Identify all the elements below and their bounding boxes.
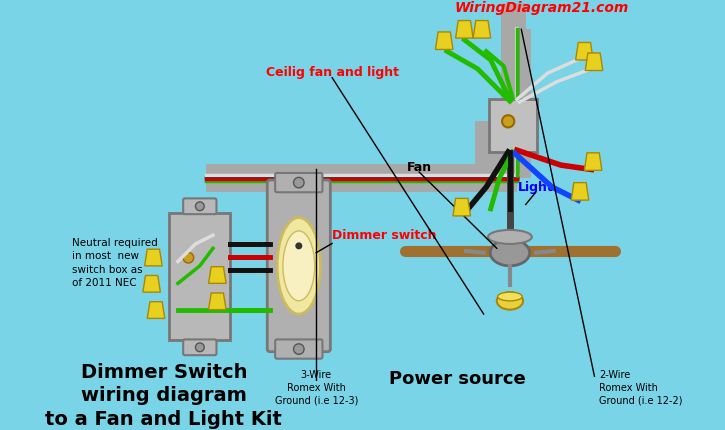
- Polygon shape: [436, 33, 453, 50]
- Text: 3-Wire
Romex With
Ground (i.e 12-3): 3-Wire Romex With Ground (i.e 12-3): [275, 369, 358, 404]
- Circle shape: [196, 203, 204, 211]
- Text: Dimmer switch: Dimmer switch: [332, 228, 436, 241]
- Text: 2-Wire
Romex With
Ground (i.e 12-2): 2-Wire Romex With Ground (i.e 12-2): [599, 369, 682, 404]
- Polygon shape: [209, 293, 226, 310]
- FancyBboxPatch shape: [183, 199, 217, 215]
- Text: Neutral required
in most  new
switch box as
of 2011 NEC: Neutral required in most new switch box …: [72, 237, 157, 287]
- FancyBboxPatch shape: [489, 100, 537, 153]
- FancyBboxPatch shape: [183, 340, 217, 355]
- Polygon shape: [576, 43, 593, 61]
- Circle shape: [502, 116, 514, 128]
- Text: Ceilig fan and light: Ceilig fan and light: [265, 66, 399, 79]
- Text: Light: Light: [518, 181, 553, 194]
- Polygon shape: [143, 276, 160, 292]
- FancyBboxPatch shape: [268, 181, 331, 352]
- FancyBboxPatch shape: [169, 214, 231, 341]
- Polygon shape: [584, 154, 602, 171]
- Ellipse shape: [497, 292, 523, 310]
- Text: WiringDiagram21.com: WiringDiagram21.com: [455, 1, 629, 15]
- Circle shape: [294, 344, 304, 354]
- Polygon shape: [473, 22, 491, 39]
- Ellipse shape: [277, 218, 320, 314]
- Circle shape: [196, 343, 204, 352]
- FancyBboxPatch shape: [276, 174, 323, 193]
- FancyBboxPatch shape: [276, 340, 323, 359]
- Polygon shape: [453, 199, 471, 216]
- Polygon shape: [144, 250, 162, 266]
- Circle shape: [295, 243, 302, 250]
- Circle shape: [294, 178, 304, 188]
- Circle shape: [183, 253, 194, 264]
- Ellipse shape: [283, 231, 315, 301]
- Polygon shape: [147, 302, 165, 319]
- Text: Dimmer Switch
wiring diagram
to a Fan and Light Kit: Dimmer Switch wiring diagram to a Fan an…: [46, 362, 282, 428]
- Ellipse shape: [488, 230, 532, 244]
- Polygon shape: [571, 183, 589, 201]
- Text: Fan: Fan: [407, 160, 431, 173]
- Polygon shape: [209, 267, 226, 284]
- Text: Power source: Power source: [389, 369, 526, 387]
- Polygon shape: [585, 54, 602, 71]
- Polygon shape: [455, 22, 473, 39]
- Ellipse shape: [497, 292, 522, 301]
- Ellipse shape: [490, 240, 530, 266]
